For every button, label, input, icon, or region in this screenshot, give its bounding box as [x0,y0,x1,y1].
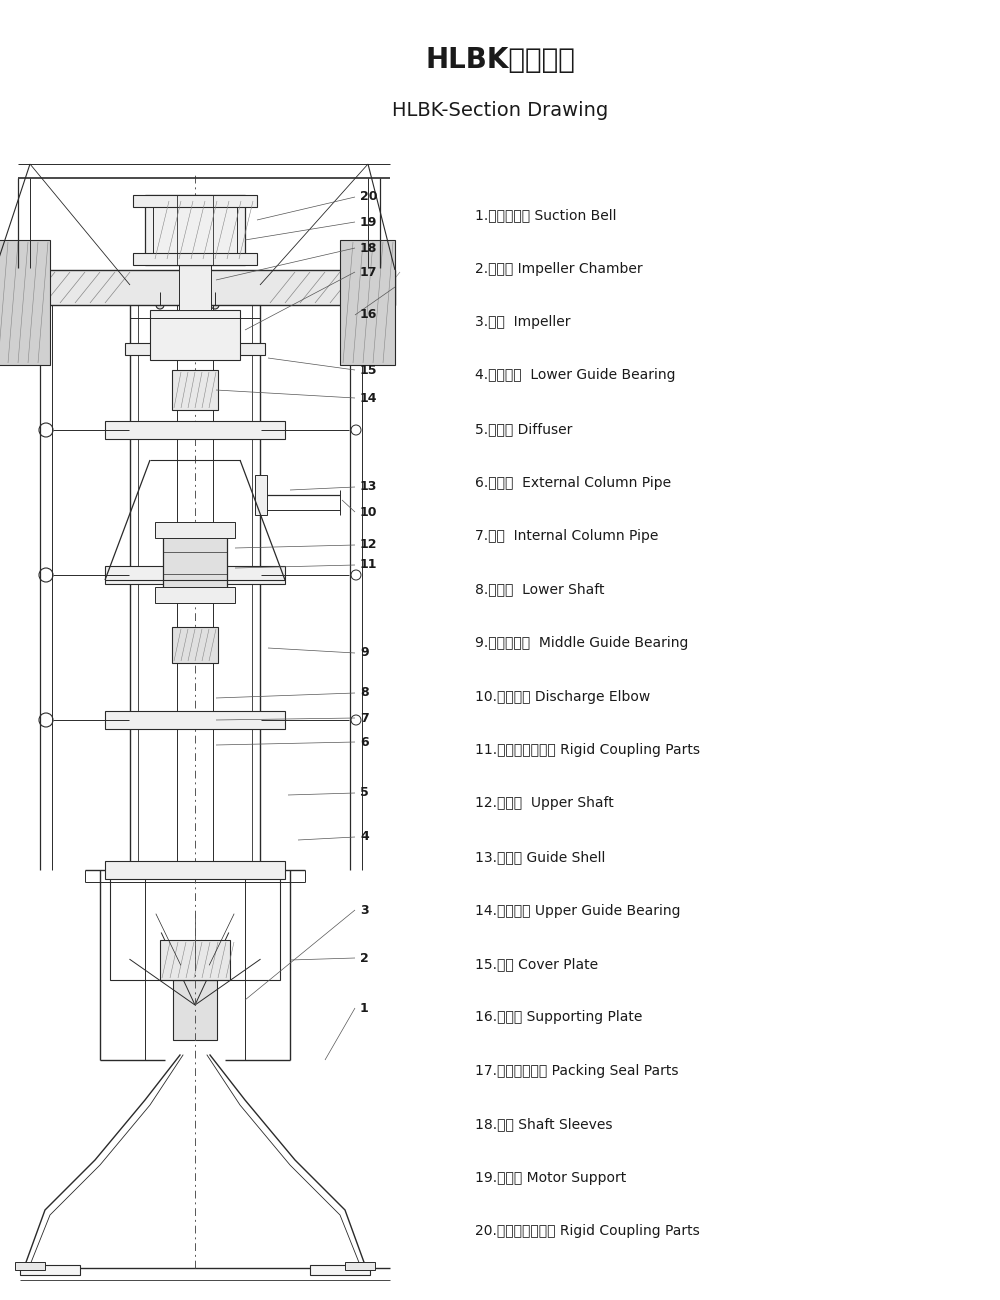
Text: 4.下导轴承  Lower Guide Bearing: 4.下导轴承 Lower Guide Bearing [475,368,676,382]
Text: 5.导叶体 Diffuser: 5.导叶体 Diffuser [475,422,572,436]
Bar [345,1262,375,1270]
Bar [105,861,285,879]
Bar [172,627,218,663]
Text: 12.上主轴  Upper Shaft: 12.上主轴 Upper Shaft [475,797,614,810]
Text: 6: 6 [360,736,369,749]
Text: 2: 2 [360,952,369,965]
Text: 3: 3 [360,903,369,916]
Bar [0,240,50,365]
Bar [153,200,237,260]
Bar [20,1265,80,1275]
Text: 6.外接管  External Column Pipe: 6.外接管 External Column Pipe [475,476,671,490]
Bar [310,1265,370,1275]
Bar [105,421,285,439]
Text: 1: 1 [360,1001,369,1014]
Text: 15.盖板 Cover Plate: 15.盖板 Cover Plate [475,957,598,971]
Text: 14: 14 [360,391,378,404]
Text: 9: 9 [360,646,369,659]
Text: HLBK-Section Drawing: HLBK-Section Drawing [392,100,608,120]
Text: 19.电机座 Motor Support: 19.电机座 Motor Support [475,1171,626,1186]
Text: 4: 4 [360,831,369,844]
Text: 17: 17 [360,265,378,278]
Bar [133,254,257,265]
Text: 16: 16 [360,308,377,321]
Bar [150,309,240,360]
Text: 10: 10 [360,506,378,519]
Bar [110,870,280,980]
Text: 9.中间导轴承  Middle Guide Bearing: 9.中间导轴承 Middle Guide Bearing [475,636,688,650]
Text: 8.下主轴  Lower Shaft: 8.下主轴 Lower Shaft [475,582,604,597]
Bar [105,711,285,729]
Text: 3.叶轮  Impeller: 3.叶轮 Impeller [475,315,570,329]
Bar [0,270,395,306]
Text: 8: 8 [360,686,369,699]
Text: 5: 5 [360,786,369,800]
Bar [179,265,211,309]
Text: 15: 15 [360,364,378,377]
Text: 11: 11 [360,559,378,572]
Text: 14.上导轴承 Upper Guide Bearing: 14.上导轴承 Upper Guide Bearing [475,903,680,918]
Text: 10.出水弯管 Discharge Elbow: 10.出水弯管 Discharge Elbow [475,689,650,703]
Bar [160,940,230,980]
Bar [173,980,217,1040]
Text: 20.刚性联轴器部件 Rigid Coupling Parts: 20.刚性联轴器部件 Rigid Coupling Parts [475,1225,700,1239]
Bar [155,523,235,538]
Bar [163,530,227,595]
Text: 19: 19 [360,216,377,229]
Text: 13: 13 [360,481,377,494]
Text: 13.导流壳 Guide Shell: 13.导流壳 Guide Shell [475,850,605,865]
Text: 7.护管  Internal Column Pipe: 7.护管 Internal Column Pipe [475,529,658,543]
Text: 18: 18 [360,242,377,255]
Text: 1.吸入喇叭口 Suction Bell: 1.吸入喇叭口 Suction Bell [475,208,616,222]
Text: HLBK型结构图: HLBK型结构图 [425,46,575,74]
Bar [255,474,267,515]
Bar [133,195,257,207]
Text: 12: 12 [360,538,378,551]
Circle shape [211,302,219,309]
Text: 7: 7 [360,711,369,724]
Bar [145,195,245,265]
Text: 17.填料密封部件 Packing Seal Parts: 17.填料密封部件 Packing Seal Parts [475,1063,678,1078]
Text: 18.轴套 Shaft Sleeves: 18.轴套 Shaft Sleeves [475,1118,612,1131]
Bar [125,343,265,355]
Text: 16.支撑板 Supporting Plate: 16.支撑板 Supporting Plate [475,1010,642,1024]
Bar [105,276,285,294]
Bar [155,588,235,603]
Text: 2.叶轮室 Impeller Chamber: 2.叶轮室 Impeller Chamber [475,261,643,276]
Bar [105,566,285,584]
Text: 11.刚性联轴器部件 Rigid Coupling Parts: 11.刚性联轴器部件 Rigid Coupling Parts [475,744,700,757]
Bar [172,370,218,410]
Circle shape [156,302,164,309]
Text: 20: 20 [360,191,378,204]
Bar [15,1262,45,1270]
Bar [340,240,395,365]
